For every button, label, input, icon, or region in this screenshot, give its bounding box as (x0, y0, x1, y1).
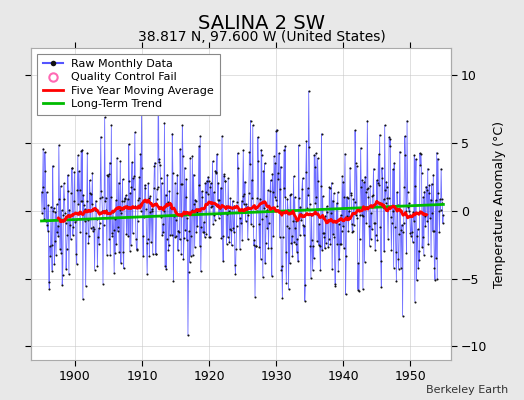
Y-axis label: Temperature Anomaly (°C): Temperature Anomaly (°C) (493, 120, 506, 288)
Legend: Raw Monthly Data, Quality Control Fail, Five Year Moving Average, Long-Term Tren: Raw Monthly Data, Quality Control Fail, … (37, 54, 220, 115)
Text: SALINA 2 SW: SALINA 2 SW (199, 14, 325, 33)
Text: 38.817 N, 97.600 W (United States): 38.817 N, 97.600 W (United States) (138, 30, 386, 44)
Text: Berkeley Earth: Berkeley Earth (426, 385, 508, 395)
